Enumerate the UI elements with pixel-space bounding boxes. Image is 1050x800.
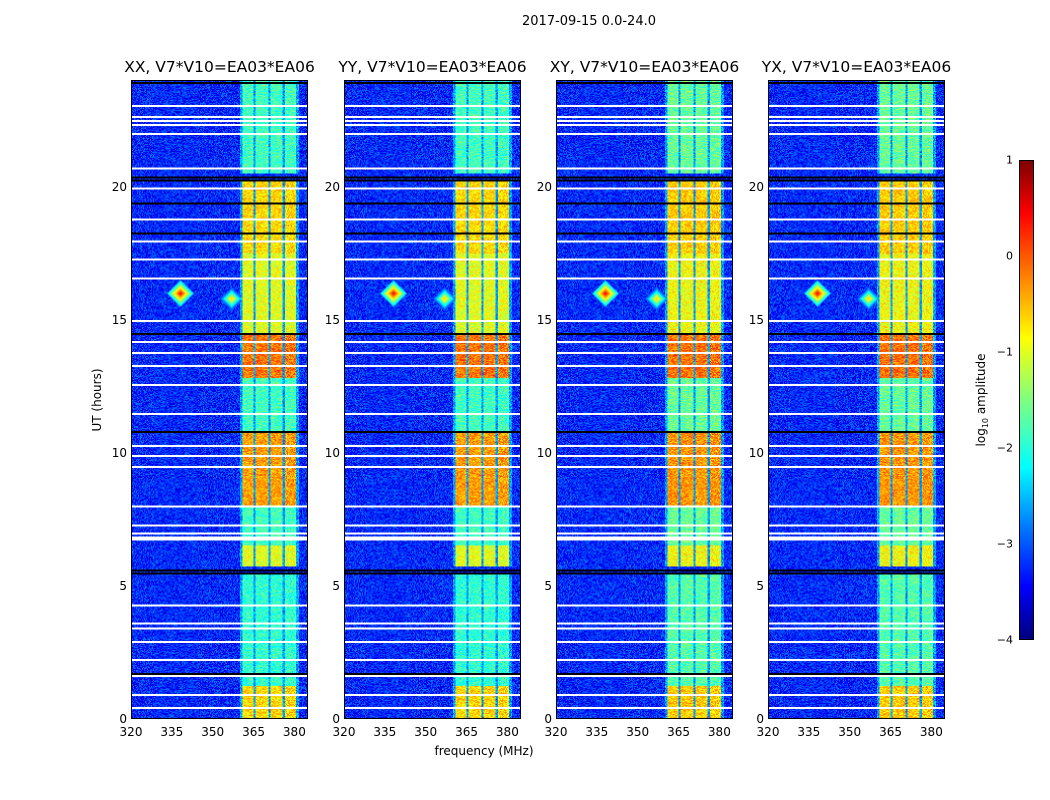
y-tick-label: 5 — [332, 578, 340, 593]
y-tick-label: 10 — [324, 445, 340, 460]
colorbar-tick-label: −1 — [996, 345, 1013, 359]
x-tick-label: 320 — [119, 725, 143, 739]
waterfall-panel — [344, 80, 521, 719]
y-tick-label: 20 — [111, 179, 127, 194]
colorbar-tick-label: 1 — [1006, 153, 1013, 167]
colorbar — [1019, 160, 1034, 640]
colorbar-label: log10 amplitude — [973, 353, 991, 447]
y-tick-label: 10 — [111, 445, 127, 460]
x-tick-label: 365 — [242, 725, 265, 739]
heatmap-image — [557, 81, 732, 718]
y-tick-label: 15 — [748, 312, 764, 327]
y-axis-label: UT (hours) — [90, 368, 104, 432]
y-tick-label: 5 — [119, 578, 127, 593]
y-tick-label: 0 — [119, 712, 127, 726]
x-tick-label: 350 — [414, 725, 438, 739]
waterfall-panel — [556, 80, 733, 719]
x-tick-label: 320 — [332, 725, 356, 739]
y-tick-label: 15 — [536, 312, 552, 327]
colorbar-tick-label: 0 — [1006, 249, 1013, 263]
waterfall-panel — [768, 80, 945, 719]
x-tick-label: 350 — [626, 725, 650, 739]
y-tick-label: 5 — [756, 578, 764, 593]
x-tick-label: 365 — [455, 725, 478, 739]
y-tick-label: 10 — [748, 445, 764, 460]
panel-title: YY, V7*V10=EA03*EA06 — [338, 58, 527, 76]
x-tick-label: 335 — [797, 725, 821, 739]
x-tick-label: 380 — [495, 725, 519, 739]
colorbar-tick-label: −4 — [996, 633, 1013, 647]
figure-title: 2017-09-15 0.0-24.0 — [522, 14, 656, 29]
x-tick-label: 320 — [544, 725, 568, 739]
x-tick-label: 335 — [373, 725, 397, 739]
y-tick-label: 20 — [536, 179, 552, 194]
y-tick-label: 20 — [324, 179, 340, 194]
x-tick-label: 380 — [707, 725, 731, 739]
x-tick-label: 350 — [201, 725, 225, 739]
x-tick-label: 335 — [585, 725, 609, 739]
heatmap-image — [132, 81, 307, 718]
x-tick-label: 365 — [879, 725, 902, 739]
x-tick-label: 365 — [667, 725, 690, 739]
x-tick-label: 350 — [838, 725, 862, 739]
panel-title: XY, V7*V10=EA03*EA06 — [549, 58, 740, 76]
waterfall-panel — [131, 80, 308, 719]
heatmap-image — [769, 81, 944, 718]
y-tick-label: 0 — [332, 712, 340, 726]
y-tick-label: 10 — [536, 445, 552, 460]
x-tick-label: 320 — [756, 725, 780, 739]
colorbar-tick-label: −2 — [996, 441, 1013, 455]
y-tick-label: 20 — [748, 179, 764, 194]
colorbar-tick-label: −3 — [996, 537, 1013, 551]
heatmap-image — [345, 81, 520, 718]
y-tick-label: 15 — [324, 312, 340, 327]
y-tick-label: 0 — [756, 712, 764, 726]
panel-title: YX, V7*V10=EA03*EA06 — [761, 58, 952, 76]
x-tick-label: 335 — [160, 725, 184, 739]
y-tick-label: 15 — [111, 312, 127, 327]
x-tick-label: 380 — [282, 725, 306, 739]
y-tick-label: 5 — [544, 578, 552, 593]
panel-title: XX, V7*V10=EA03*EA06 — [124, 58, 315, 76]
x-tick-label: 380 — [919, 725, 943, 739]
x-axis-label: frequency (MHz) — [434, 744, 534, 758]
y-tick-label: 0 — [544, 712, 552, 726]
